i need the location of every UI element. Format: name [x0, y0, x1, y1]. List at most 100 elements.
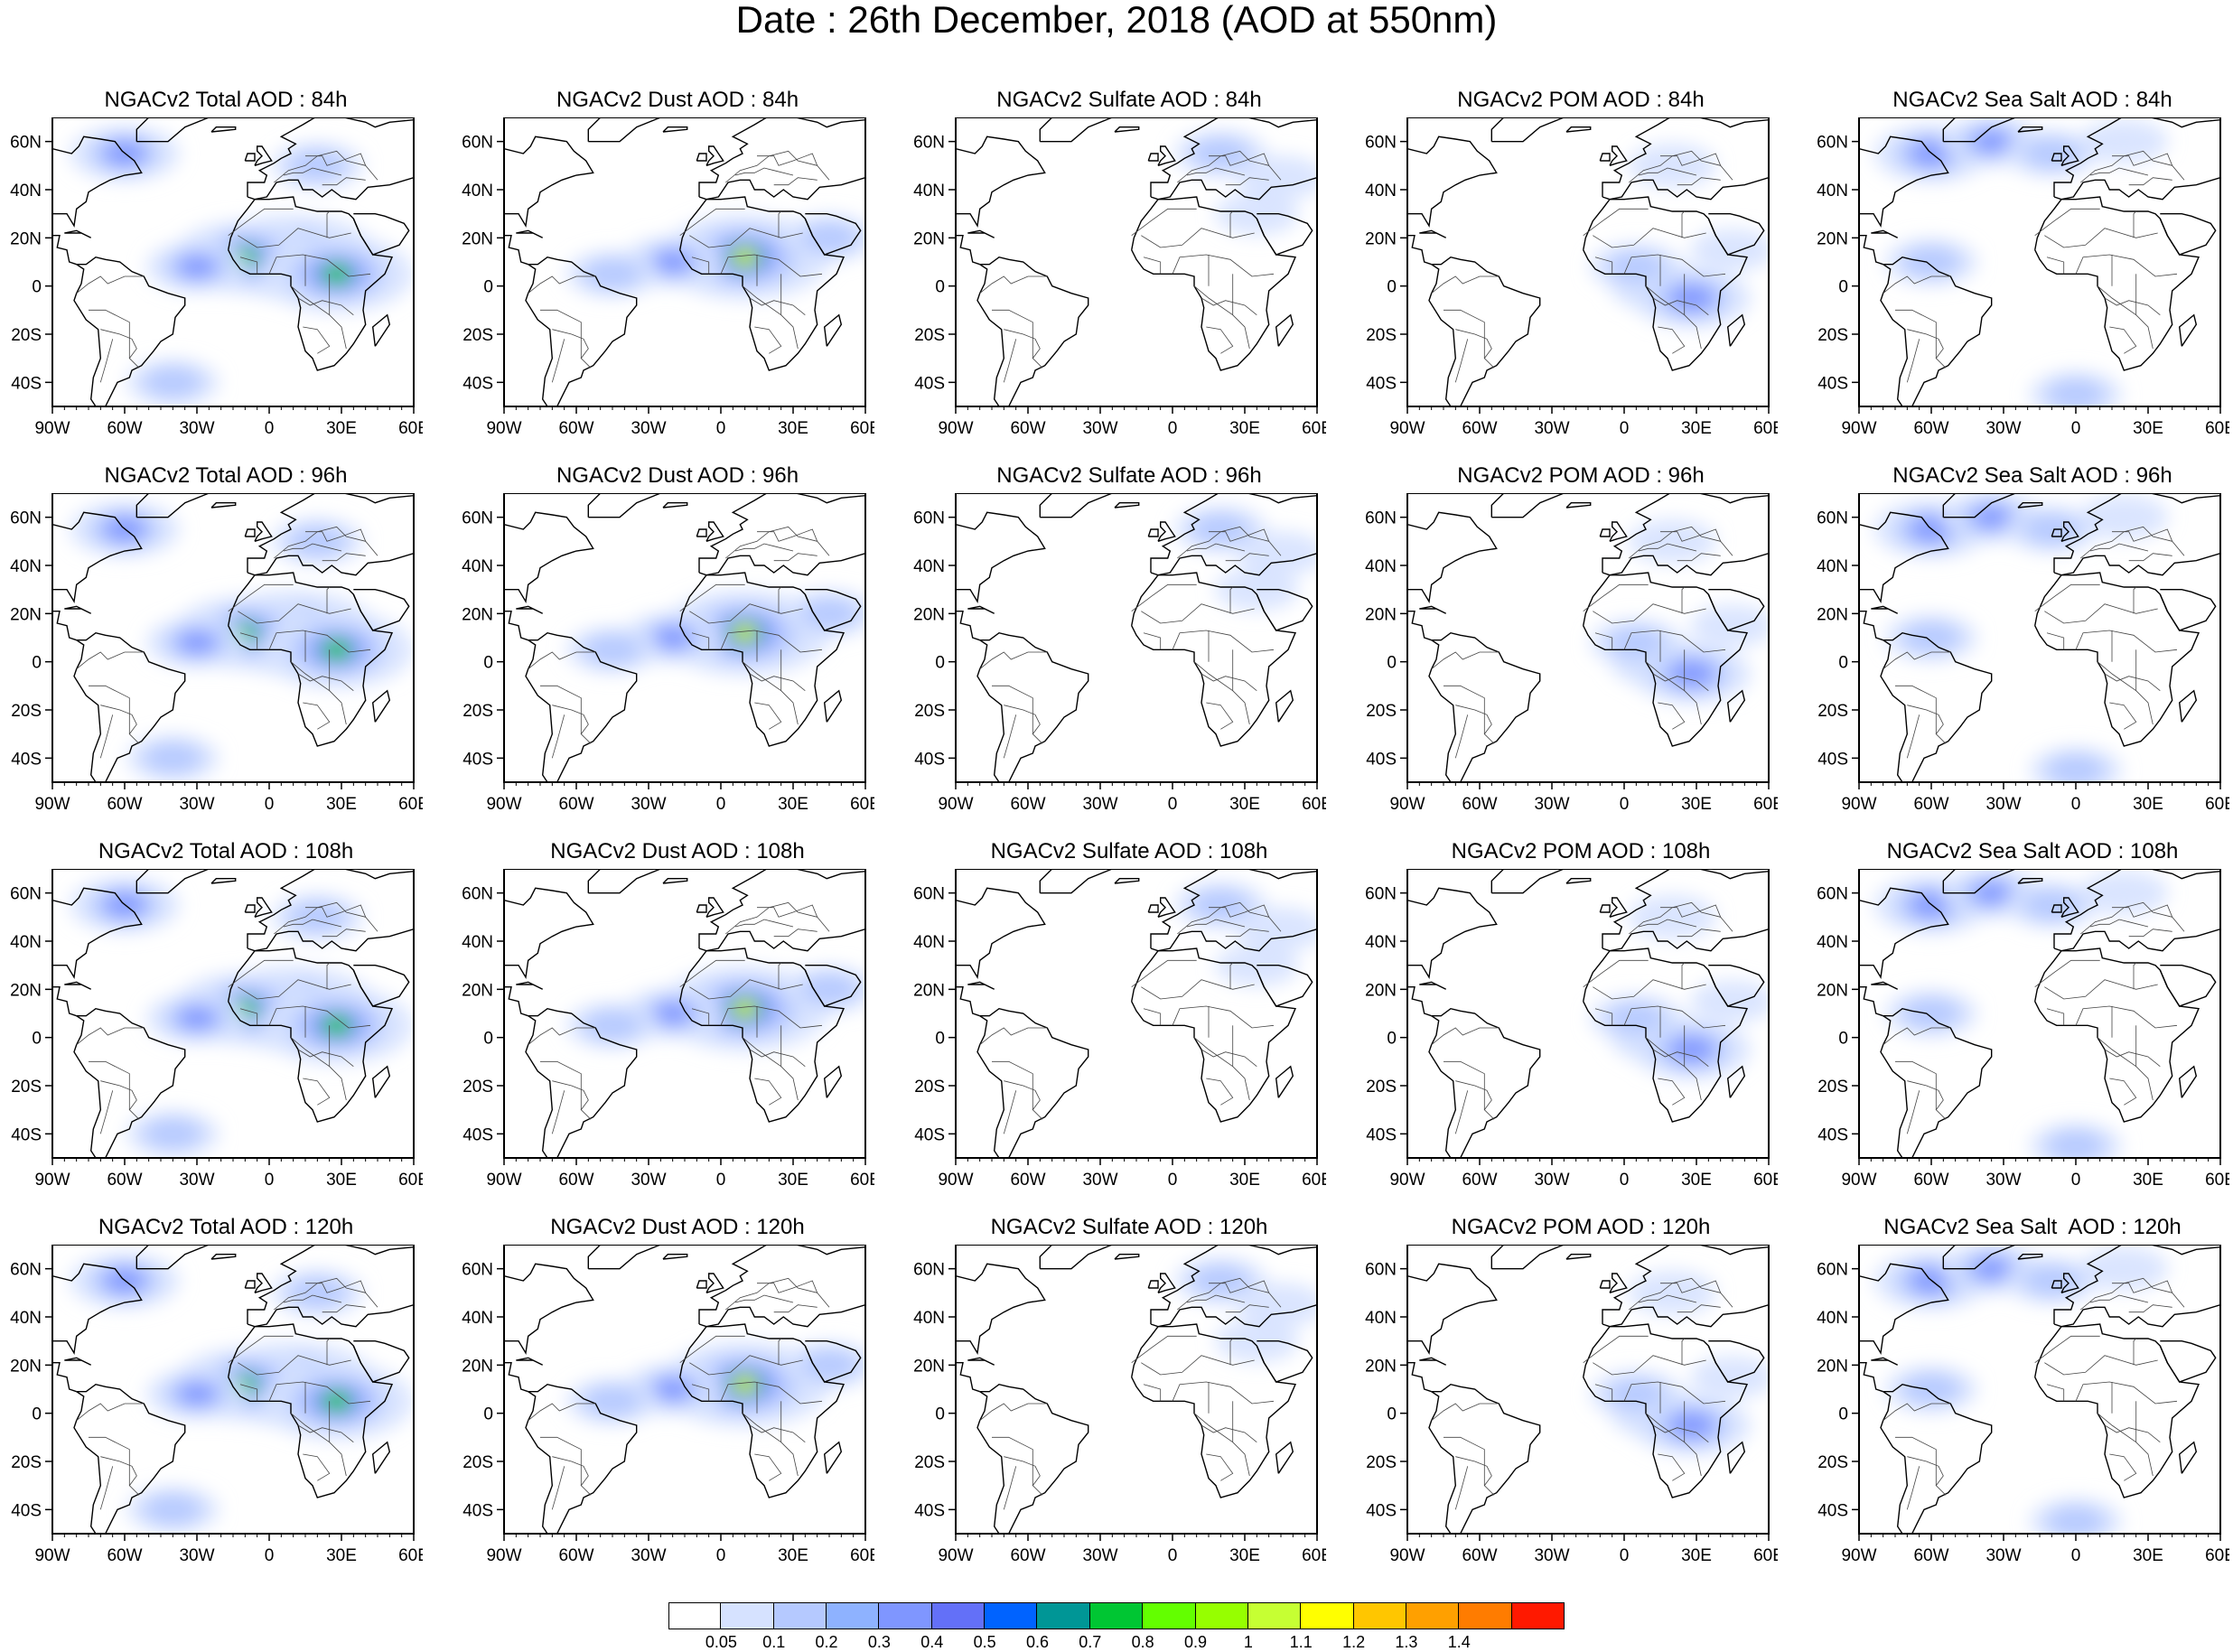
- lat-tick-label: 20N: [462, 981, 493, 1000]
- lon-tick-label: 0: [716, 419, 726, 438]
- map-panel-total-120h: NGACv2 Total AOD : 120h 90W 60W 30W 0 30E 60E 6…: [0, 1205, 452, 1581]
- country-borders: [1883, 150, 2185, 383]
- lon-tick-label: 60W: [107, 419, 142, 438]
- lat-tick-label: 20N: [1817, 229, 1848, 248]
- panel-title: NGACv2 Total AOD : 96h: [104, 463, 348, 488]
- lon-tick-label: 30E: [2133, 1171, 2163, 1190]
- lon-tick-label: 30E: [1681, 1171, 1712, 1190]
- lat-tick-label: 20N: [1817, 981, 1848, 1000]
- lat-tick-label: 20S: [11, 326, 42, 345]
- country-borders: [979, 901, 1282, 1134]
- lon-tick-label: 0: [265, 1171, 275, 1190]
- lon-tick-label: 90W: [1841, 1171, 1876, 1190]
- colorbar-box: [1301, 1602, 1354, 1629]
- lon-tick-label: 30W: [1082, 1171, 1117, 1190]
- lon-tick-label: 60E: [398, 1171, 423, 1190]
- lon-tick-label: 30W: [1082, 1546, 1117, 1565]
- panel-title: NGACv2 Sulfate AOD : 84h: [996, 88, 1262, 112]
- country-borders: [1883, 526, 2185, 759]
- lon-tick-label: 60W: [558, 1546, 593, 1565]
- colorbar-label: 0.4: [920, 1633, 944, 1651]
- lat-tick-label: 0: [1387, 1405, 1397, 1424]
- aerosol-field: [565, 214, 865, 300]
- lon-tick-label: 30W: [1534, 1546, 1569, 1565]
- lat-tick-label: 60N: [913, 1261, 945, 1280]
- map-seasalt: 90W 60W 30W 0 30E 60E 60N 40N 20N 0 20S 40S: [1817, 869, 2229, 1190]
- map-panel-sulfate-96h: NGACv2 Sulfate AOD : 96h 90W 60W 30W 0 30E 60E…: [903, 453, 1355, 829]
- lat-tick-label: 60N: [1817, 1261, 1848, 1280]
- coastlines: [1407, 117, 1769, 406]
- lat-tick-label: 0: [1387, 278, 1397, 297]
- lon-tick-label: 30W: [631, 795, 666, 814]
- lat-tick-label: 40N: [462, 1309, 493, 1328]
- lat-tick-label: 20S: [462, 702, 493, 721]
- colorbar-box: [1459, 1602, 1512, 1629]
- coastlines: [1859, 117, 2220, 406]
- coastlines: [1407, 1245, 1769, 1534]
- lat-tick-label: 40N: [462, 557, 493, 576]
- lon-tick-label: 60E: [850, 1171, 874, 1190]
- lon-tick-label: 30E: [2133, 1546, 2163, 1565]
- lat-tick-label: 40S: [914, 1501, 945, 1520]
- lon-tick-label: 30W: [1985, 795, 2021, 814]
- lon-tick-label: 60W: [1913, 419, 1948, 438]
- lon-tick-label: 0: [1620, 795, 1630, 814]
- lon-tick-label: 30E: [778, 1546, 808, 1565]
- lat-tick-label: 40S: [1366, 1501, 1397, 1520]
- lon-tick-label: 30W: [1082, 419, 1117, 438]
- colorbar-label: 0.9: [1184, 1633, 1208, 1651]
- country-borders: [76, 526, 378, 759]
- map-panel-seasalt-120h: NGACv2 Sea Salt AOD : 120h 90W 60W 30W 0 30E 6…: [1807, 1205, 2233, 1581]
- aerosol-field: [1590, 143, 1769, 328]
- map-seasalt: 90W 60W 30W 0 30E 60E 60N 40N 20N 0 20S 40S: [1817, 1245, 2229, 1565]
- lat-tick-label: 0: [1838, 1030, 1848, 1049]
- lon-tick-label: 90W: [1389, 419, 1425, 438]
- lon-tick-label: 0: [2071, 795, 2081, 814]
- lon-tick-label: 90W: [1841, 419, 1876, 438]
- lat-tick-label: 20N: [462, 229, 493, 248]
- lat-tick-label: 20N: [10, 229, 42, 248]
- coastlines: [52, 869, 414, 1158]
- lat-tick-label: 20N: [1365, 981, 1397, 1000]
- lon-tick-label: 60E: [1302, 1171, 1326, 1190]
- colorbar-label: 1.3: [1395, 1633, 1418, 1651]
- lat-tick-label: 40S: [1817, 750, 1848, 769]
- lon-tick-label: 60E: [2205, 795, 2229, 814]
- colorbar-box: [985, 1602, 1038, 1629]
- colorbar-box: [1089, 1602, 1144, 1629]
- lon-tick-label: 90W: [34, 1171, 70, 1190]
- lat-tick-label: 20N: [1365, 229, 1397, 248]
- lon-tick-label: 30E: [1681, 795, 1712, 814]
- lon-tick-label: 60E: [2205, 419, 2229, 438]
- lon-tick-label: 0: [1620, 419, 1630, 438]
- lon-tick-label: 30W: [179, 1546, 214, 1565]
- lat-tick-label: 60N: [10, 509, 42, 528]
- panel-title: NGACv2 POM AOD : 108h: [1451, 839, 1711, 863]
- lat-tick-label: 60N: [913, 885, 945, 904]
- panel-title: NGACv2 Dust AOD : 120h: [550, 1215, 805, 1239]
- map-panel-sulfate-84h: NGACv2 Sulfate AOD : 84h 90W 60W 30W 0 30E 60E…: [903, 78, 1355, 453]
- lat-tick-label: 0: [1838, 1405, 1848, 1424]
- aerosol-field: [70, 501, 414, 781]
- country-borders: [1883, 1277, 2185, 1510]
- lat-tick-label: 40N: [10, 182, 42, 201]
- lon-tick-label: 90W: [938, 1546, 973, 1565]
- lat-tick-label: 60N: [1817, 885, 1848, 904]
- lat-tick-label: 20S: [1366, 1453, 1397, 1472]
- map-total: 90W 60W 30W 0 30E 60E 60N 40N 20N 0 20S 40S: [10, 117, 423, 438]
- lon-tick-label: 60E: [1302, 795, 1326, 814]
- lon-tick-label: 90W: [1389, 795, 1425, 814]
- lat-tick-label: 40N: [10, 933, 42, 952]
- lat-tick-label: 0: [483, 654, 493, 673]
- country-borders: [528, 901, 830, 1134]
- country-borders: [76, 150, 378, 383]
- colorbar-label: 0.05: [705, 1633, 737, 1651]
- lon-tick-label: 30E: [1681, 419, 1712, 438]
- lat-tick-label: 40S: [1817, 1501, 1848, 1520]
- lon-tick-label: 90W: [1841, 1546, 1876, 1565]
- lat-tick-label: 40N: [1365, 182, 1397, 201]
- lon-tick-label: 60W: [1913, 1171, 1948, 1190]
- lon-tick-label: 30E: [778, 1171, 808, 1190]
- coastlines: [504, 869, 865, 1158]
- lat-tick-label: 60N: [1817, 134, 1848, 153]
